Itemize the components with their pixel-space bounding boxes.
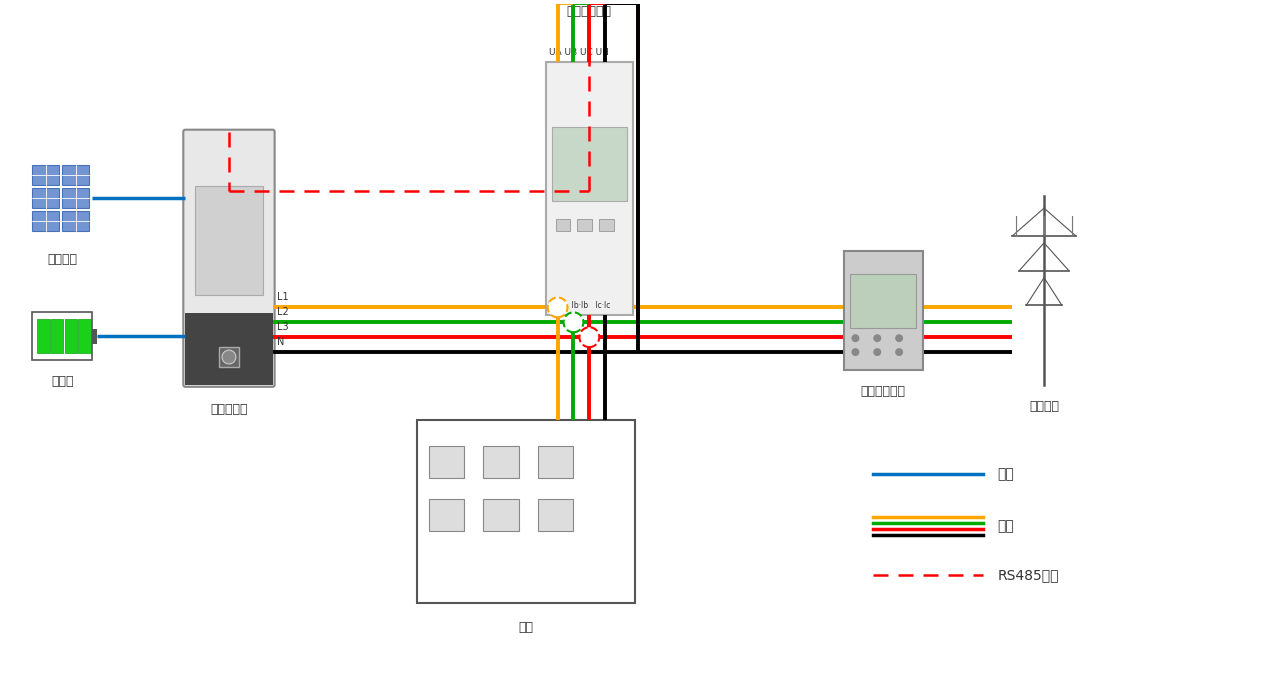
Bar (538, 499, 573, 531)
Circle shape (873, 335, 881, 342)
Text: 入户计费电表: 入户计费电表 (861, 385, 905, 398)
Text: L3: L3 (277, 322, 289, 332)
Bar (63, 211, 89, 231)
Bar (37, 319, 50, 353)
Bar (599, 219, 614, 231)
Bar (32, 211, 59, 231)
Bar (195, 186, 263, 296)
Circle shape (873, 348, 881, 356)
Text: 电池组: 电池组 (51, 375, 74, 388)
Text: 储能逆变器: 储能逆变器 (211, 403, 248, 416)
Bar (844, 251, 923, 370)
Circle shape (548, 298, 567, 317)
Circle shape (852, 335, 859, 342)
Bar (78, 319, 91, 353)
Bar (538, 446, 573, 478)
Bar (51, 319, 64, 353)
Circle shape (895, 348, 903, 356)
Circle shape (852, 348, 859, 356)
Bar (32, 165, 59, 185)
Bar (429, 446, 465, 478)
Bar (483, 499, 518, 531)
Text: L2: L2 (277, 307, 289, 317)
Bar (63, 165, 89, 185)
Text: 负载: 负载 (518, 621, 534, 634)
Bar (416, 420, 635, 603)
Text: 直流: 直流 (997, 467, 1014, 481)
Bar (92, 328, 97, 344)
Bar (32, 312, 92, 360)
Circle shape (563, 312, 584, 332)
Text: 光伏阵列: 光伏阵列 (47, 253, 77, 266)
Bar (429, 499, 465, 531)
Bar (545, 62, 633, 315)
Bar (483, 446, 518, 478)
Bar (552, 127, 627, 201)
Text: RS485通讯: RS485通讯 (997, 568, 1059, 582)
Circle shape (222, 350, 236, 364)
Bar (577, 219, 593, 231)
Text: UA UB UC UN: UA UB UC UN (549, 48, 609, 57)
Bar (220, 347, 239, 367)
Circle shape (895, 335, 903, 342)
Bar (32, 188, 59, 208)
Text: N: N (277, 337, 283, 347)
Text: L1: L1 (277, 292, 289, 303)
Bar (850, 273, 916, 328)
Bar (185, 314, 273, 385)
FancyBboxPatch shape (184, 130, 275, 387)
Bar (63, 188, 89, 208)
Text: 逆流检测电表: 逆流检测电表 (567, 4, 612, 17)
Circle shape (580, 328, 599, 347)
Text: Ia·Ia   Ib·Ib   Ic·Ic: Ia·Ia Ib·Ib Ic·Ic (548, 301, 610, 310)
Text: 低压电网: 低压电网 (1029, 400, 1059, 413)
Bar (555, 219, 571, 231)
Text: 交流: 交流 (997, 519, 1014, 533)
Bar (65, 319, 77, 353)
